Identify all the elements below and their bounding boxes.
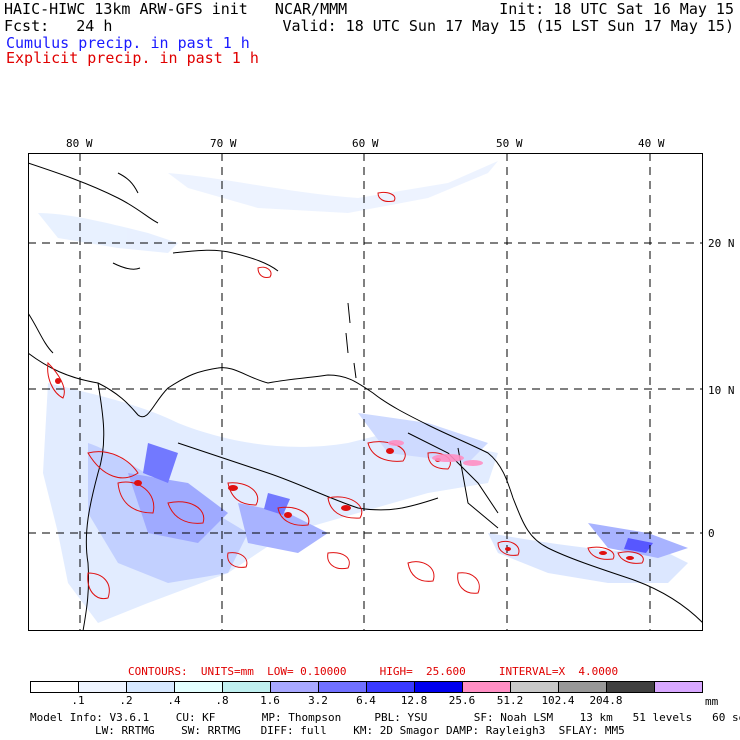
legend-tick-label: .8 — [215, 694, 229, 707]
lon-label-70w: 70 W — [210, 137, 237, 150]
legend-tick-label: .4 — [167, 694, 181, 707]
model-info-line1: Model Info: V3.6.1 CU: KF MP: Thompson P… — [30, 711, 740, 724]
header-valid: Valid: 18 UTC Sun 17 May 15 (15 LST Sun … — [282, 17, 734, 35]
coastlines — [28, 162, 703, 631]
legend-tick-label: 25.6 — [448, 694, 476, 707]
lon-label-40w: 40 W — [638, 137, 665, 150]
lat-lon-grid — [28, 153, 703, 631]
lat-label-10n: 10 N — [708, 384, 735, 397]
precip-map — [28, 153, 703, 631]
lon-label-50w: 50 W — [496, 137, 523, 150]
legend-color-cell — [558, 681, 607, 693]
legend-unit: mm — [705, 695, 719, 708]
header-title: HAIC-HIWC 13km ARW-GFS init NCAR/MMM — [4, 0, 348, 18]
header-init: Init: 18 UTC Sat 16 May 15 — [499, 0, 734, 18]
legend-color-cell — [462, 681, 511, 693]
legend-color-cell — [126, 681, 175, 693]
legend-color-cell — [318, 681, 367, 693]
legend-color-cell — [654, 681, 703, 693]
legend-tick-label: 51.2 — [496, 694, 524, 707]
legend-tick-label: 1.6 — [260, 694, 280, 707]
lon-label-80w: 80 W — [66, 137, 93, 150]
legend-color-cell — [270, 681, 319, 693]
legend-color-cell — [222, 681, 271, 693]
legend-tick-label: 12.8 — [400, 694, 428, 707]
legend-tick-label: 204.8 — [589, 694, 623, 707]
legend-color-cell — [174, 681, 223, 693]
legend-color-cell — [366, 681, 415, 693]
pink-precip-band — [388, 440, 483, 466]
legend-tick-label: 6.4 — [356, 694, 376, 707]
header-fcst: Fcst: 24 h — [4, 17, 113, 35]
legend-cumulus-label: Cumulus precip. in past 1 h — [6, 34, 250, 52]
lat-label-0: 0 — [708, 527, 715, 540]
legend-color-cell — [606, 681, 655, 693]
legend-color-cell — [30, 681, 79, 693]
model-info-line2: LW: RRTMG SW: RRTMG DIFF: full KM: 2D Sm… — [95, 724, 625, 737]
lon-label-60w: 60 W — [352, 137, 379, 150]
legend-color-cell — [510, 681, 559, 693]
legend-tick-label: 102.4 — [541, 694, 575, 707]
legend-explicit-label: Explicit precip. in past 1 h — [6, 49, 259, 67]
legend-tick-label: .2 — [119, 694, 133, 707]
legend-tick-label: 3.2 — [308, 694, 328, 707]
legend-color-cell — [414, 681, 463, 693]
lat-label-20n: 20 N — [708, 237, 735, 250]
legend-tick-label: .1 — [71, 694, 85, 707]
explicit-precip-contours — [47, 192, 644, 600]
contours-info: CONTOURS: UNITS=mm LOW= 0.10000 HIGH= 25… — [128, 665, 619, 678]
legend-color-cell — [78, 681, 127, 693]
